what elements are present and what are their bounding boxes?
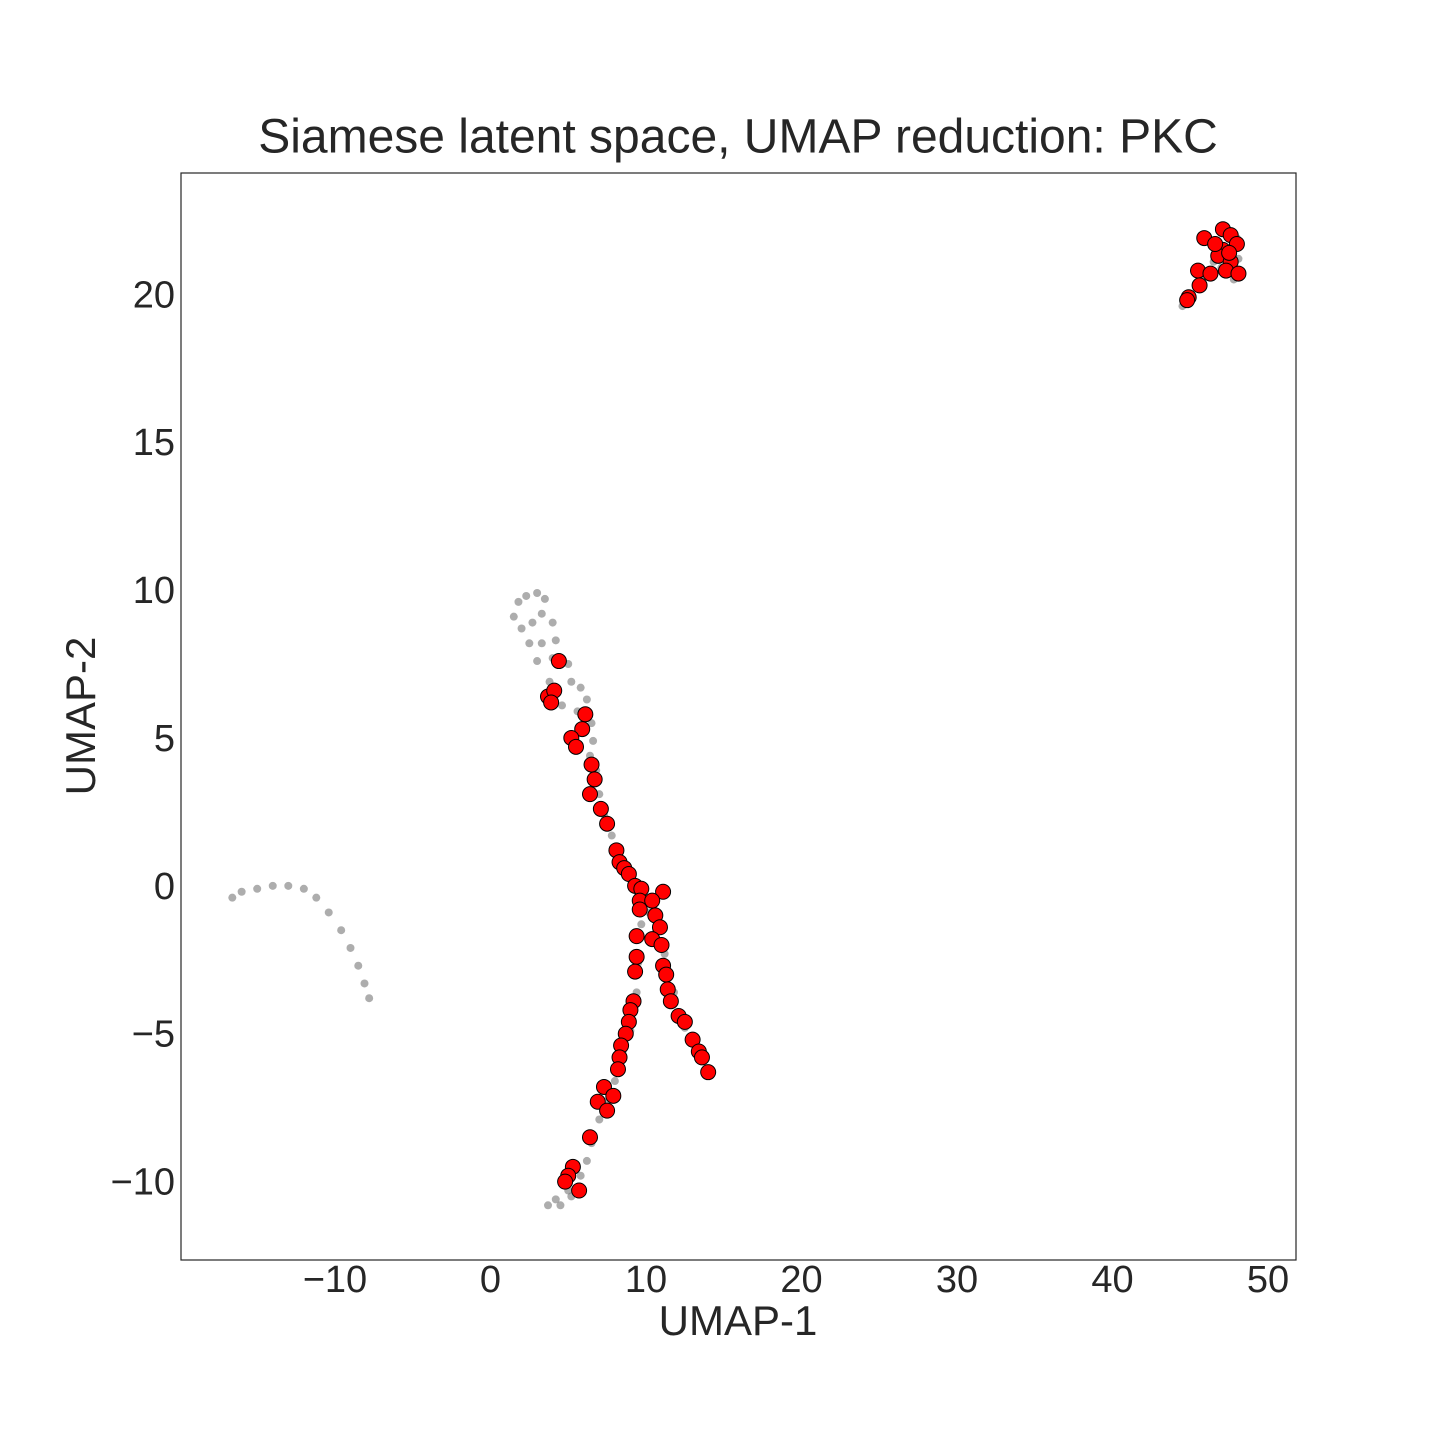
y-tick-label: −10 — [111, 1162, 175, 1204]
point — [587, 719, 596, 728]
point — [595, 1115, 604, 1124]
y-tick-label: 10 — [133, 570, 175, 612]
highlight-point — [1179, 292, 1196, 309]
point — [544, 1201, 553, 1210]
point — [533, 657, 542, 666]
point — [567, 677, 576, 686]
point — [365, 994, 374, 1003]
point — [610, 1077, 619, 1086]
x-tick-label: 10 — [625, 1259, 667, 1301]
point — [337, 926, 346, 935]
point — [548, 618, 557, 627]
point — [522, 591, 531, 600]
point — [537, 609, 546, 618]
highlight-point — [581, 1129, 598, 1146]
highlight-point — [571, 1182, 588, 1199]
point — [537, 639, 546, 648]
point — [514, 597, 523, 606]
y-tick-label: 15 — [133, 422, 175, 464]
highlight-point — [676, 1013, 693, 1030]
point — [360, 979, 369, 988]
y-tick-label: 0 — [154, 866, 175, 908]
point — [509, 612, 518, 621]
highlight-point — [1207, 235, 1224, 252]
y-axis-label: UMAP-2 — [57, 637, 104, 796]
point — [576, 683, 585, 692]
highlight-point — [577, 706, 594, 723]
point — [607, 831, 616, 840]
point — [312, 893, 321, 902]
highlight-point — [651, 919, 668, 936]
highlight-point — [1202, 265, 1219, 282]
x-tick-label: 0 — [480, 1259, 501, 1301]
point — [324, 908, 333, 917]
point — [268, 881, 277, 890]
highlight-point — [627, 963, 644, 980]
point — [354, 961, 363, 970]
highlight-point — [693, 1049, 710, 1066]
point — [299, 884, 308, 893]
chart-title: Siamese latent space, UMAP reduction: PK… — [258, 111, 1218, 164]
highlight-point — [628, 948, 645, 965]
highlight-point — [609, 1061, 626, 1078]
point — [576, 1171, 585, 1180]
point — [551, 1195, 560, 1204]
point — [253, 884, 262, 893]
highlight-point — [1191, 277, 1208, 294]
point — [589, 736, 598, 745]
point — [582, 695, 591, 704]
highlight-point — [644, 892, 661, 909]
plot-frame — [180, 172, 1297, 1261]
x-tick-label: 40 — [1091, 1259, 1133, 1301]
point — [540, 594, 549, 603]
highlight-point — [658, 966, 675, 983]
y-tick-label: −5 — [132, 1014, 175, 1056]
x-tick-label: 50 — [1247, 1259, 1289, 1301]
point — [525, 639, 534, 648]
highlight-point — [700, 1064, 717, 1081]
highlight-point — [581, 786, 598, 803]
point — [284, 881, 293, 890]
highlight-point — [605, 1087, 622, 1104]
y-tick-label: 5 — [154, 718, 175, 760]
highlight-point — [631, 901, 648, 918]
x-tick-label: 20 — [780, 1259, 822, 1301]
point — [228, 893, 237, 902]
highlight-point — [574, 721, 591, 738]
highlight-point — [662, 993, 679, 1010]
highlight-point — [599, 815, 616, 832]
highlight-point — [550, 653, 567, 670]
highlight-point — [1221, 244, 1238, 261]
highlight-point — [599, 1102, 616, 1119]
x-tick-label: 30 — [936, 1259, 978, 1301]
highlight-point — [557, 1173, 574, 1190]
point — [528, 618, 537, 627]
point — [556, 1201, 565, 1210]
x-tick-label: −10 — [303, 1259, 367, 1301]
y-tick-label: 20 — [133, 274, 175, 316]
point — [557, 701, 566, 710]
point — [517, 624, 526, 633]
highlight-point — [586, 771, 603, 788]
x-axis-label: UMAP-1 — [659, 1297, 818, 1344]
highlight-point — [583, 756, 600, 773]
point — [533, 589, 542, 598]
highlight-point — [567, 738, 584, 755]
point — [551, 636, 560, 645]
point — [346, 943, 355, 952]
highlight-point — [543, 694, 560, 711]
point — [582, 1156, 591, 1165]
point — [637, 920, 646, 929]
highlight-point — [628, 928, 645, 945]
highlight-point — [653, 936, 670, 953]
point — [237, 887, 246, 896]
highlight-point — [1230, 265, 1247, 282]
highlight-point — [655, 883, 672, 900]
highlight-point — [592, 800, 609, 817]
